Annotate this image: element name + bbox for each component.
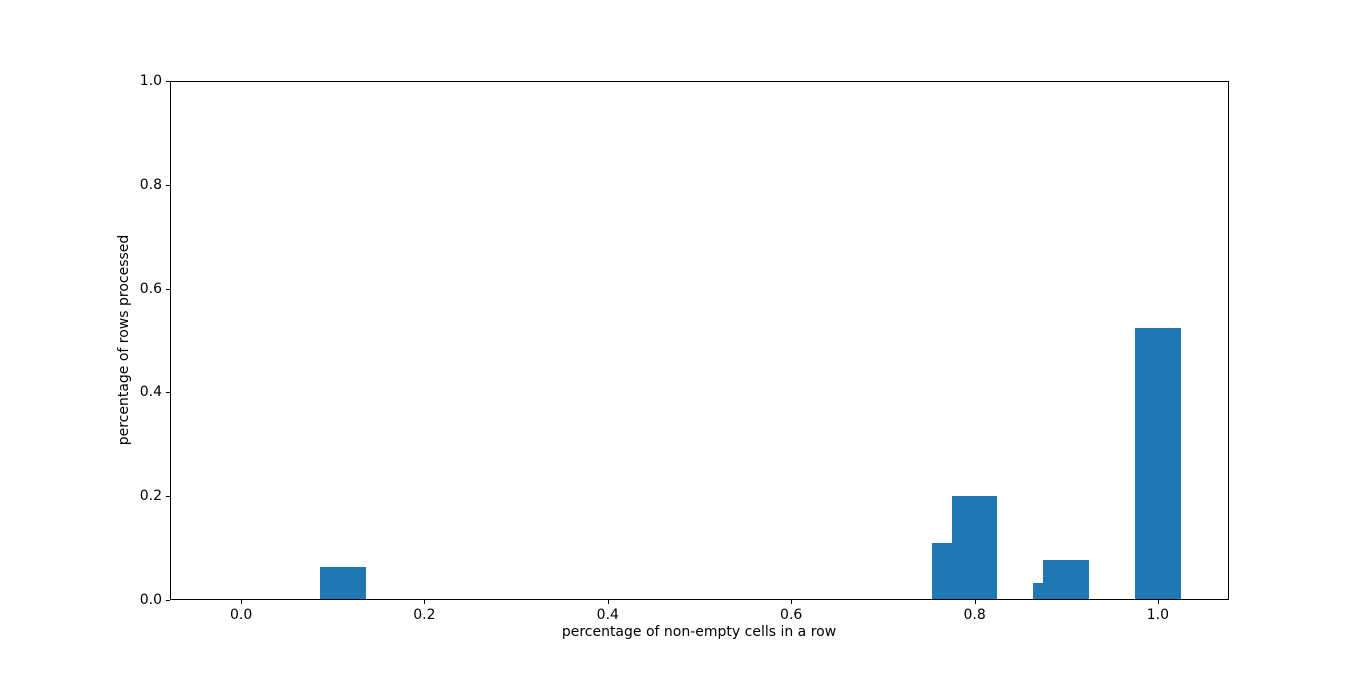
x-tick-mark [974,600,976,604]
x-tick-mark [424,600,426,604]
y-tick-mark [166,392,170,394]
y-tick-label: 0.4 [139,384,162,401]
y-tick-label: 0.6 [139,280,162,297]
histogram-bar [951,496,998,600]
y-tick-label: 0.2 [139,488,162,505]
x-axis-ticks: 0.0 0.2 0.4 0.6 0.8 1.0 [170,81,1229,623]
y-tick-mark [166,600,170,601]
y-tick-label: 0.0 [139,592,162,608]
histogram-bar [1043,559,1090,600]
y-tick-label: 0.8 [139,176,162,193]
y-tick-mark [166,288,170,290]
x-tick-label: 1.0 [1146,607,1170,623]
x-tick-mark [791,600,793,604]
y-tick-mark [166,184,170,186]
axes: 0.0 0.2 0.4 0.6 0.8 1.0 0.0 0.2 0.4 0.6 0.8 1.0 [140,73,1229,623]
histogram-bar [1135,328,1181,600]
x-tick-label: 0.2 [413,607,436,623]
y-tick-label: 1.0 [139,73,162,89]
bars-layer [170,81,1229,600]
x-tick-mark [1157,600,1159,604]
y-axis-label: percentage of rows processed [116,234,132,446]
y-tick-mark [166,496,170,498]
x-tick-label: 0.6 [780,607,803,623]
histogram-bar [319,566,366,600]
y-axis-ticks: 0.0 0.2 0.4 0.6 0.8 1.0 [140,73,1229,608]
x-tick-label: 0.0 [229,607,253,623]
x-tick-mark [241,600,243,604]
x-tick-label: 0.8 [963,607,986,623]
x-axis-label: percentage of non-empty cells in a row [561,624,837,640]
x-tick-mark [607,600,609,604]
x-tick-label: 0.4 [596,607,619,623]
y-tick-mark [166,81,170,82]
